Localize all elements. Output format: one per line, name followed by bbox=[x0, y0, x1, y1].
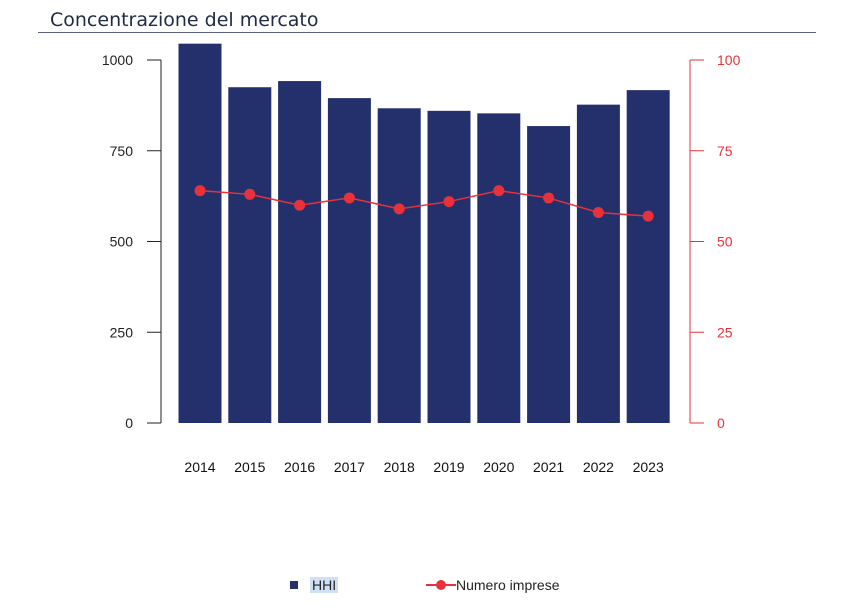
legend-label-hhi: HHI bbox=[310, 577, 339, 593]
point-numero-imprese bbox=[244, 188, 256, 200]
point-numero-imprese bbox=[592, 206, 604, 218]
legend-swatch-numero-imprese bbox=[426, 578, 456, 592]
bar-hhi bbox=[178, 43, 222, 423]
x-tick-label: 2016 bbox=[284, 459, 315, 475]
bar-hhi bbox=[576, 104, 620, 424]
bar-hhi bbox=[477, 113, 521, 424]
bar-hhi bbox=[278, 81, 322, 423]
legend-item-numero-imprese: Numero imprese bbox=[426, 577, 559, 593]
point-numero-imprese bbox=[493, 185, 505, 197]
x-tick-label: 2020 bbox=[483, 459, 514, 475]
bar-hhi bbox=[527, 126, 571, 423]
x-tick-label: 2023 bbox=[633, 459, 664, 475]
legend-label-numero-imprese: Numero imprese bbox=[456, 577, 560, 593]
line-numero-imprese bbox=[199, 189, 649, 217]
legend: HHI Numero imprese bbox=[0, 577, 864, 597]
y-right-tick-label: 50 bbox=[717, 234, 733, 250]
chart-title: Concentrazione del mercato bbox=[50, 9, 319, 31]
point-numero-imprese bbox=[294, 199, 306, 211]
bar-hhi bbox=[228, 87, 272, 423]
y-right-tick-label: 25 bbox=[717, 324, 733, 340]
point-numero-imprese bbox=[543, 192, 555, 204]
bar-hhi bbox=[626, 90, 670, 423]
point-numero-imprese bbox=[642, 210, 654, 222]
y-left-tick-label: 250 bbox=[110, 324, 134, 340]
y-right-tick-label: 75 bbox=[717, 143, 733, 159]
x-tick-label: 2014 bbox=[184, 459, 215, 475]
x-tick-label: 2022 bbox=[583, 459, 614, 475]
y-left-tick-label: 500 bbox=[110, 234, 134, 250]
y-left-tick-label: 1000 bbox=[102, 52, 133, 68]
title-divider bbox=[38, 32, 816, 33]
x-tick-label: 2019 bbox=[433, 459, 464, 475]
point-numero-imprese bbox=[194, 185, 206, 197]
x-tick-label: 2015 bbox=[234, 459, 265, 475]
bar-hhi bbox=[427, 110, 471, 423]
bar-hhi bbox=[327, 98, 371, 424]
legend-swatch-hhi bbox=[290, 581, 298, 589]
point-numero-imprese bbox=[443, 196, 455, 208]
bar-hhi bbox=[377, 108, 421, 424]
point-numero-imprese bbox=[343, 192, 355, 204]
legend-item-hhi: HHI bbox=[290, 577, 339, 593]
y-left-tick-label: 750 bbox=[110, 143, 134, 159]
y-right-tick-label: 0 bbox=[717, 415, 725, 431]
x-tick-label: 2017 bbox=[334, 459, 365, 475]
point-numero-imprese bbox=[393, 203, 405, 215]
x-tick-label: 2018 bbox=[384, 459, 415, 475]
y-left-tick-label: 0 bbox=[125, 415, 133, 431]
y-right-tick-label: 100 bbox=[717, 52, 741, 68]
x-tick-label: 2021 bbox=[533, 459, 564, 475]
